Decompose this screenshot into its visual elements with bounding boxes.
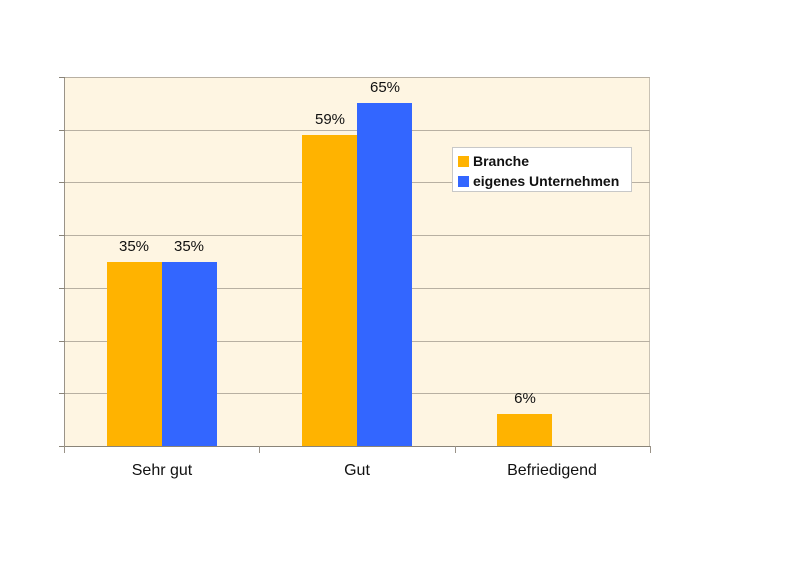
legend-swatch-eigenes-unternehmen — [458, 175, 469, 187]
x-axis — [64, 446, 650, 447]
legend-swatch-branche — [458, 155, 469, 167]
x-tick — [259, 446, 260, 453]
x-tick — [650, 446, 651, 453]
y-tick — [59, 446, 65, 447]
y-tick — [59, 235, 65, 236]
x-tick — [455, 446, 456, 453]
y-tick — [59, 130, 65, 131]
bar-branche-befriedigend — [497, 414, 552, 446]
gridline — [64, 77, 650, 78]
legend-item-eigenes-unternehmen: eigenes Unternehmen — [458, 172, 619, 190]
legend-item-branche: Branche — [458, 152, 529, 170]
bar-eigenes-unternehmen-gut — [357, 103, 412, 446]
y-tick — [59, 341, 65, 342]
category-label: Befriedigend — [507, 462, 597, 479]
data-label: 65% — [369, 79, 401, 96]
y-tick — [59, 288, 65, 289]
bar-branche-sehr-gut — [107, 262, 162, 447]
legend-label-branche: Branche — [473, 153, 530, 169]
bar-branche-gut — [302, 135, 357, 446]
data-label: 6% — [514, 390, 536, 407]
y-tick — [59, 182, 65, 183]
data-label: 59% — [314, 111, 346, 128]
data-label: 35% — [173, 238, 205, 255]
data-label: 35% — [118, 238, 150, 255]
x-tick — [64, 446, 65, 453]
category-label: Gut — [344, 462, 370, 479]
y-tick — [59, 393, 65, 394]
legend-label-eigenes-unternehmen: eigenes Unternehmen — [473, 173, 620, 189]
category-label: Sehr gut — [131, 462, 193, 479]
legend: Branche eigenes Unternehmen — [452, 147, 632, 192]
y-tick — [59, 77, 65, 78]
bar-eigenes-unternehmen-sehr-gut — [162, 262, 217, 447]
